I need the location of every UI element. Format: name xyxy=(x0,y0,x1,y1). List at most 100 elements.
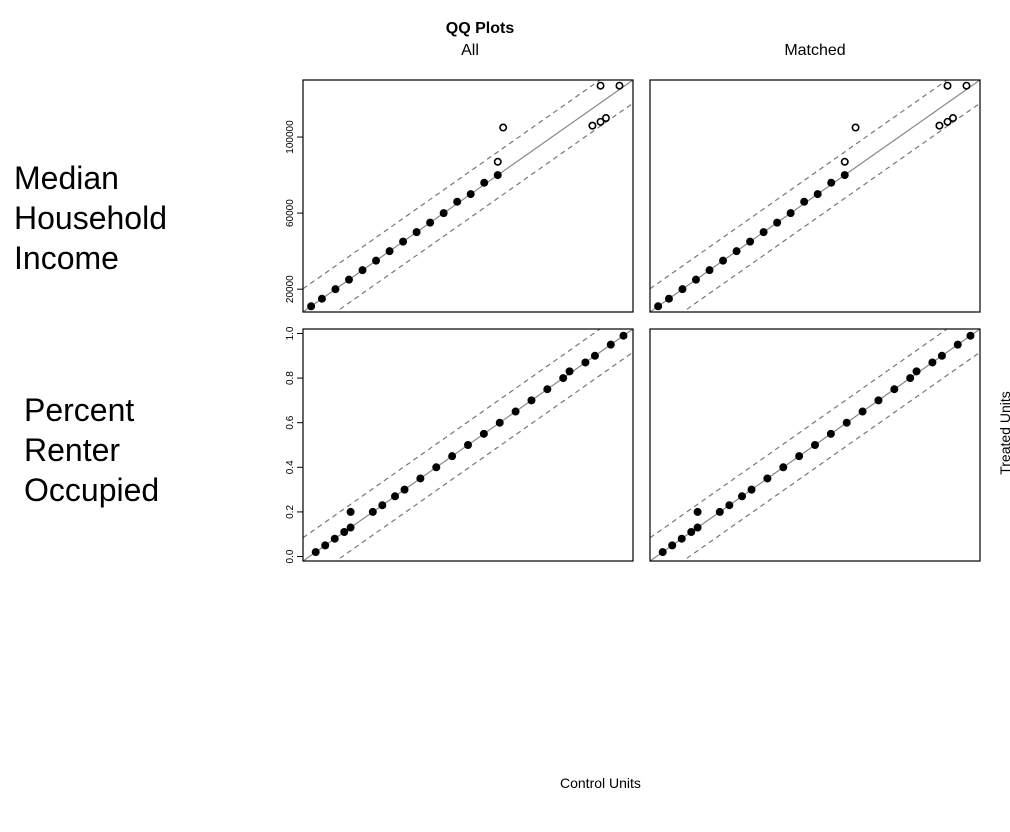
data-point xyxy=(828,179,834,185)
data-point xyxy=(720,257,726,263)
data-point xyxy=(500,124,506,130)
data-point xyxy=(392,493,398,499)
qq-panel-2-all: 0.0 0.2 0.4 0.6 0.8 1.0 xyxy=(285,306,633,584)
data-point xyxy=(566,368,572,374)
data-point xyxy=(347,524,353,530)
data-point xyxy=(748,486,754,492)
lower-band-line xyxy=(303,352,633,584)
data-point xyxy=(764,475,770,481)
data-point xyxy=(449,453,455,459)
data-point xyxy=(400,238,406,244)
y-tick-label: 0.0 xyxy=(285,549,296,563)
data-point xyxy=(659,549,665,555)
data-point xyxy=(815,191,821,197)
data-point xyxy=(620,332,626,338)
data-point xyxy=(308,303,314,309)
data-point xyxy=(913,368,919,374)
data-point xyxy=(828,431,834,437)
data-point xyxy=(655,303,661,309)
data-point xyxy=(950,115,956,121)
data-point xyxy=(497,419,503,425)
data-point xyxy=(706,267,712,273)
data-point xyxy=(760,229,766,235)
data-point xyxy=(433,464,439,470)
y-tick-label: 0.6 xyxy=(285,415,296,429)
data-point xyxy=(341,529,347,535)
data-point xyxy=(386,248,392,254)
upper-band-line xyxy=(303,306,633,538)
data-point xyxy=(801,199,807,205)
data-point xyxy=(370,509,376,515)
qq-panel-1-all: 20000 60000 100000 xyxy=(285,57,633,335)
y-tick-label: 0.2 xyxy=(285,505,296,519)
data-point xyxy=(844,419,850,425)
data-point xyxy=(379,502,385,508)
data-point xyxy=(592,353,598,359)
y-tick-label: 0.8 xyxy=(285,371,296,385)
data-point xyxy=(359,267,365,273)
panel-plot-area xyxy=(650,306,980,584)
y-tick-label: 60000 xyxy=(285,199,296,227)
data-point xyxy=(468,191,474,197)
data-point xyxy=(694,524,700,530)
data-point xyxy=(589,122,595,128)
data-point xyxy=(346,276,352,282)
data-point xyxy=(787,210,793,216)
data-point xyxy=(780,464,786,470)
data-point xyxy=(669,542,675,548)
data-point xyxy=(939,353,945,359)
lower-band-line xyxy=(650,352,980,584)
data-point xyxy=(967,332,973,338)
y-tick-label: 0.4 xyxy=(285,460,296,474)
data-point xyxy=(739,493,745,499)
lower-band-line xyxy=(650,103,980,335)
data-point xyxy=(955,341,961,347)
data-point xyxy=(597,83,603,89)
data-point xyxy=(774,219,780,225)
data-point xyxy=(693,276,699,282)
data-point xyxy=(603,115,609,121)
data-point xyxy=(796,453,802,459)
data-point xyxy=(859,408,865,414)
data-point xyxy=(608,341,614,347)
data-point xyxy=(512,408,518,414)
data-point xyxy=(936,122,942,128)
data-point xyxy=(373,257,379,263)
data-point xyxy=(322,542,328,548)
upper-band-line xyxy=(650,57,980,289)
panel-plot-area xyxy=(650,57,980,335)
y-tick-label: 1.0 xyxy=(285,326,296,340)
data-point xyxy=(495,172,501,178)
data-point xyxy=(528,397,534,403)
data-point xyxy=(679,286,685,292)
data-point xyxy=(481,431,487,437)
data-point xyxy=(812,442,818,448)
data-point xyxy=(726,502,732,508)
data-point xyxy=(907,375,913,381)
data-point xyxy=(929,359,935,365)
data-point xyxy=(465,442,471,448)
data-point xyxy=(319,295,325,301)
data-point xyxy=(332,535,338,541)
data-point xyxy=(413,229,419,235)
qq-panel-1-matched xyxy=(650,57,980,335)
data-point xyxy=(481,179,487,185)
data-point xyxy=(694,509,700,515)
data-point xyxy=(454,199,460,205)
y-tick-label: 20000 xyxy=(285,275,296,303)
data-point xyxy=(560,375,566,381)
upper-band-line xyxy=(303,57,633,289)
data-point xyxy=(582,359,588,365)
data-point xyxy=(842,172,848,178)
data-point xyxy=(733,248,739,254)
data-point xyxy=(616,83,622,89)
data-point xyxy=(312,549,318,555)
data-point xyxy=(332,286,338,292)
x-axis-label: Control Units xyxy=(560,775,641,791)
data-point xyxy=(875,397,881,403)
data-point xyxy=(666,295,672,301)
y-tick-label: 100000 xyxy=(285,120,296,154)
data-point xyxy=(417,475,423,481)
data-point xyxy=(427,219,433,225)
